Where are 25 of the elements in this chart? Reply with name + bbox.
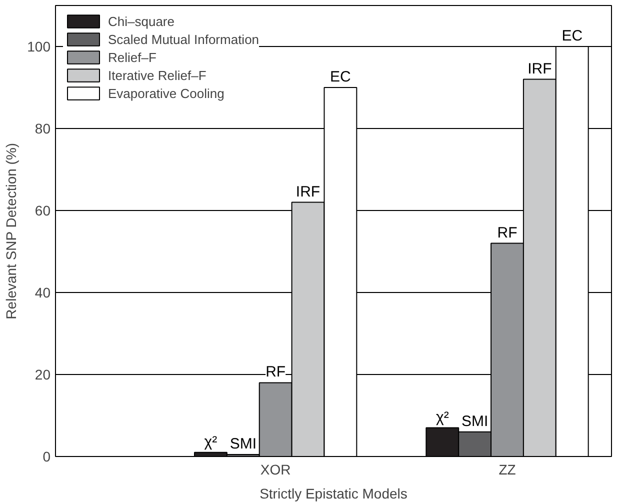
y-tick-label: 20: [34, 366, 51, 382]
data-label: SMI: [230, 435, 256, 452]
y-tick-label: 0: [42, 448, 51, 464]
data-label: χ²: [204, 433, 218, 450]
y-tick-label: 80: [34, 120, 51, 136]
x-tick-label: XOR: [260, 462, 291, 478]
legend-label: Iterative Relief–F: [108, 68, 206, 82]
y-tick-label: 100: [27, 38, 51, 54]
y-axis-title: Relevant SNP Detection (%): [3, 142, 20, 320]
data-label: EC: [330, 68, 352, 86]
data-label: SMI: [461, 412, 488, 430]
legend-label: Relief–F: [108, 50, 156, 64]
data-label: EC: [562, 28, 583, 44]
data-label: IRF: [296, 183, 320, 200]
data-label: RF: [266, 364, 286, 381]
legend-label: Evaporative Cooling: [108, 86, 224, 100]
data-label: IRF: [528, 60, 552, 78]
y-tick-label: 40: [34, 284, 51, 300]
x-axis-title: Strictly Epistatic Models: [260, 486, 408, 502]
x-tick-label: ZZ: [498, 462, 516, 478]
y-tick-label: 60: [34, 202, 51, 218]
data-label: RF: [497, 224, 518, 242]
legend-label: Chi–square: [108, 14, 174, 28]
data-label: χ²: [436, 408, 449, 426]
legend-label: Scaled Mutual Information: [108, 32, 260, 46]
